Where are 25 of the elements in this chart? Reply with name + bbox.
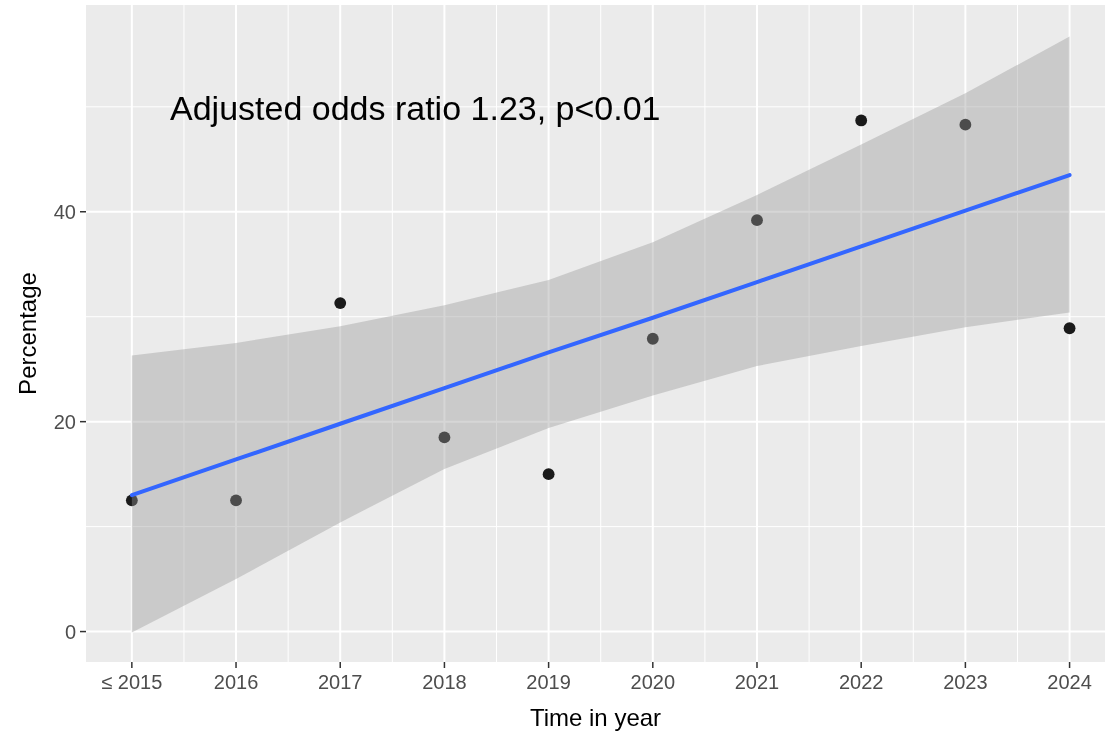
point bbox=[438, 431, 451, 444]
x-tick-label: 2017 bbox=[317, 671, 363, 693]
point bbox=[751, 214, 763, 227]
y-axis-title: Percentage bbox=[14, 272, 41, 395]
x-tick-label: 2018 bbox=[422, 671, 467, 693]
point bbox=[959, 118, 972, 131]
x-tick-label: 2020 bbox=[630, 671, 676, 693]
x-tick-label: 2022 bbox=[838, 671, 884, 693]
point bbox=[334, 297, 347, 309]
x-tick-label: 2019 bbox=[526, 671, 571, 693]
x-tick-label: ≤ 2015 bbox=[101, 671, 163, 693]
y-tick-label: 40 bbox=[53, 200, 76, 223]
x-tick-label: 2024 bbox=[1047, 671, 1092, 693]
point bbox=[1063, 322, 1076, 335]
x-axis-title: Time in year bbox=[529, 704, 662, 731]
y-tick-label: 0 bbox=[64, 620, 76, 643]
y-tick-label: 20 bbox=[53, 410, 76, 433]
x-tick-label: 2016 bbox=[213, 671, 259, 693]
point bbox=[855, 114, 868, 127]
point bbox=[646, 332, 659, 345]
point bbox=[542, 468, 555, 481]
point bbox=[230, 494, 242, 507]
annotation: Adjusted odds ratio 1.23, p<0.01 bbox=[170, 89, 661, 127]
x-tick-label: 2023 bbox=[943, 671, 988, 693]
x-tick-label: 2021 bbox=[734, 671, 780, 693]
